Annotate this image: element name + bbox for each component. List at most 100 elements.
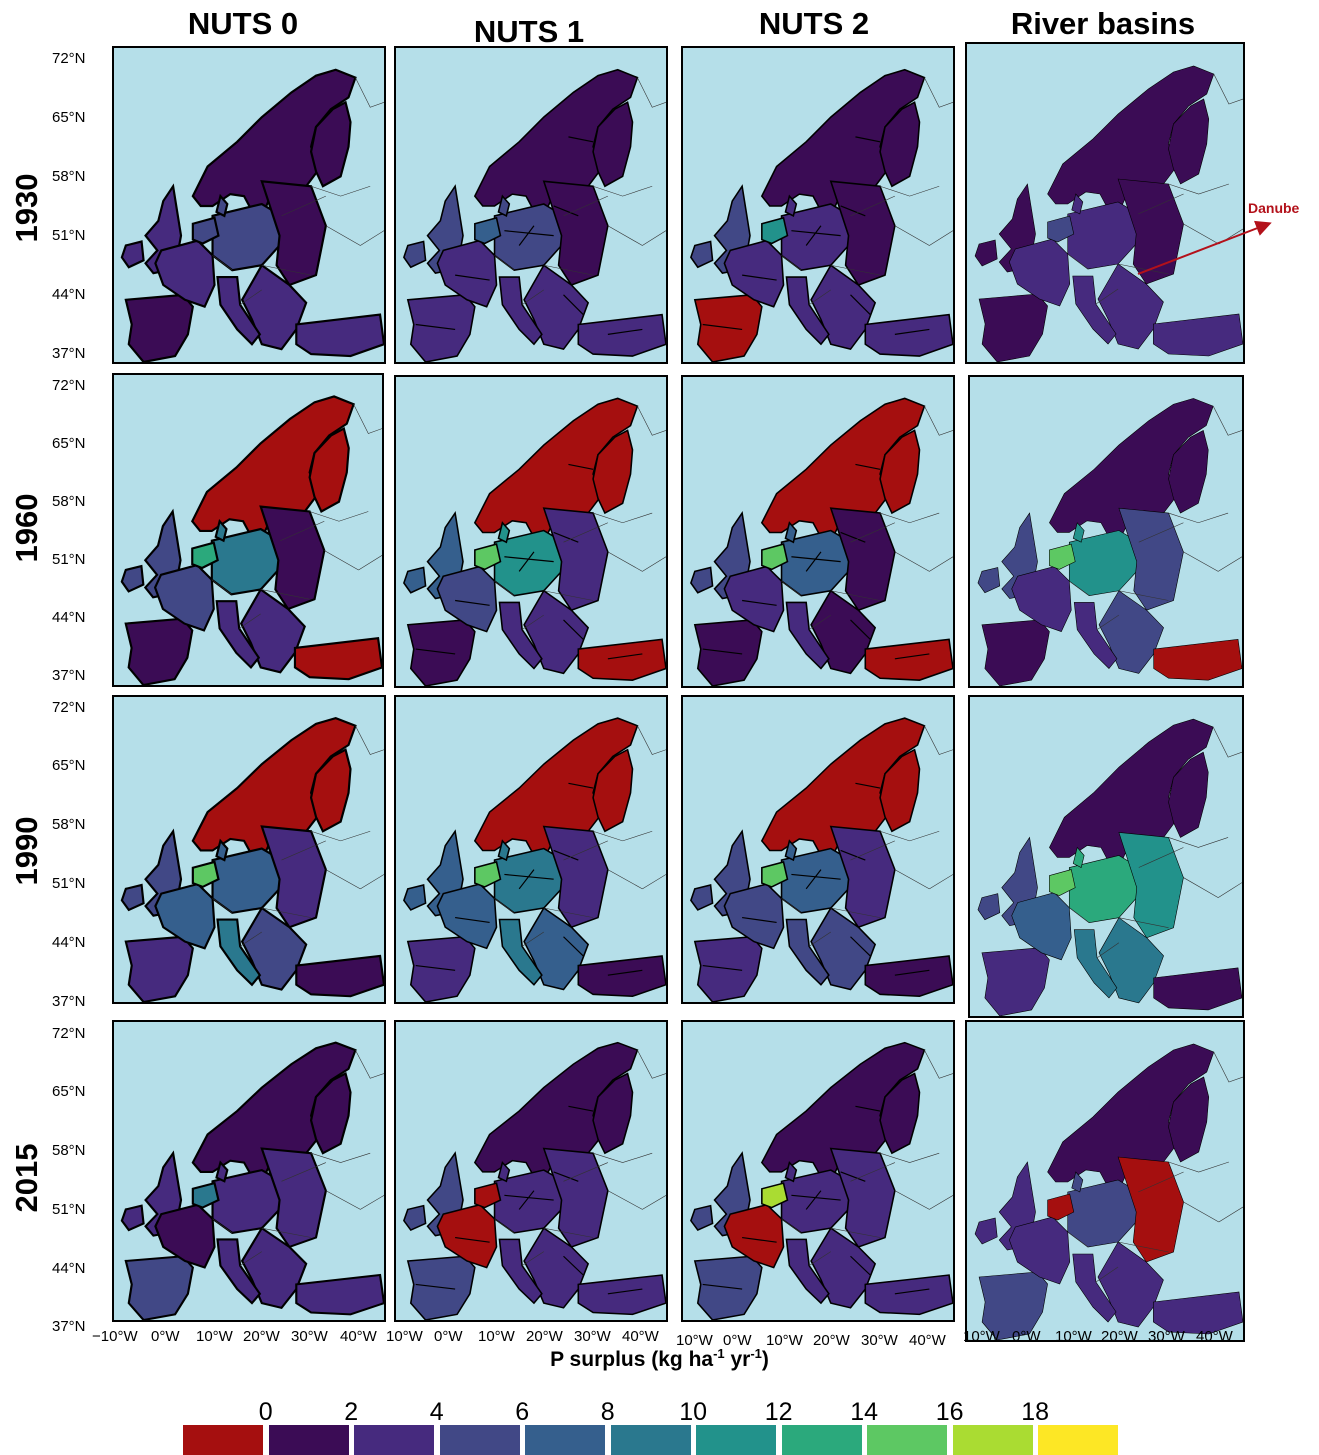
column-header-nuts2: NUTS 2 <box>758 6 870 41</box>
region-balkan <box>523 264 590 351</box>
region-east <box>542 507 609 612</box>
region-benelux <box>761 861 789 888</box>
legend-label: 2 <box>344 1398 359 1426</box>
region-iberia <box>124 935 194 1002</box>
lat-tick: 37°N <box>52 667 86 684</box>
region-ireland <box>120 240 145 269</box>
region-denmark <box>215 1160 229 1183</box>
subregion-borders <box>415 463 643 660</box>
legend-swatch <box>525 1425 605 1455</box>
region-balkan <box>810 264 877 351</box>
region-iberia <box>406 1255 476 1320</box>
outline-borders <box>494 77 666 305</box>
map-panel-nuts1-2015 <box>394 1020 668 1322</box>
region-iberia <box>406 294 476 362</box>
region-benelux <box>474 216 502 245</box>
region-scand <box>760 1041 926 1183</box>
legend-label: 14 <box>850 1398 879 1426</box>
region-east <box>259 505 326 611</box>
region-east <box>1118 832 1184 939</box>
region-france <box>723 565 785 633</box>
region-turkey <box>864 638 953 681</box>
lon-tick: 40°W <box>340 1328 377 1345</box>
region-east <box>829 1147 896 1248</box>
region-finland <box>1168 751 1209 838</box>
region-ireland <box>690 1204 714 1231</box>
region-denmark <box>1072 522 1085 543</box>
lon-tick: 10°W <box>766 1332 803 1349</box>
legend-label: 8 <box>600 1398 615 1426</box>
subregion-borders <box>702 136 930 335</box>
region-ireland <box>403 884 427 911</box>
region-benelux <box>761 1182 789 1209</box>
region-ireland <box>403 240 427 269</box>
region-finland <box>1168 98 1210 185</box>
region-finland <box>592 101 634 188</box>
region-france <box>723 239 785 308</box>
region-finland <box>309 100 352 188</box>
region-turkey <box>1153 967 1242 1011</box>
region-italy <box>498 1238 543 1305</box>
region-benelux <box>761 216 789 245</box>
region-finland <box>592 429 634 515</box>
region-italy <box>785 1238 830 1305</box>
region-italy <box>1073 929 1118 999</box>
lon-tick: 10°W <box>1055 1328 1092 1345</box>
region-benelux <box>474 861 502 888</box>
region-east <box>829 507 896 612</box>
region-ireland <box>974 239 998 267</box>
region-italy <box>1072 275 1117 345</box>
region-balkan <box>1097 1241 1164 1328</box>
lat-tick: 58°N <box>52 816 86 833</box>
lat-tick: 44°N <box>52 286 86 303</box>
outline-borders <box>211 404 382 629</box>
region-balkan <box>523 589 590 675</box>
region-balkan <box>810 906 877 991</box>
map-panel-nuts2-1930 <box>681 46 955 364</box>
region-scand <box>473 1041 639 1183</box>
region-denmark <box>1071 193 1084 215</box>
region-italy <box>785 918 830 986</box>
region-iberia <box>406 619 476 686</box>
map-panel-nuts0-2015 <box>112 1020 386 1322</box>
region-turkey <box>864 955 953 998</box>
lat-tick: 51°N <box>52 1201 86 1218</box>
region-balkan <box>523 1227 590 1309</box>
region-turkey <box>1153 639 1242 681</box>
region-benelux <box>191 216 220 245</box>
map-panel-nuts0-1990 <box>112 695 386 1004</box>
lat-tick: 65°N <box>52 435 86 452</box>
lat-tick: 65°N <box>52 109 86 126</box>
map-panel-river-basins-1960 <box>968 375 1244 688</box>
lat-tick: 44°N <box>52 934 86 951</box>
region-denmark <box>497 1160 511 1183</box>
legend-swatch <box>1038 1425 1118 1455</box>
region-finland <box>879 429 921 515</box>
region-scand <box>1049 718 1214 868</box>
subregion-borders <box>415 782 643 976</box>
region-ireland <box>690 884 714 911</box>
danube-annotation: Danube <box>1248 200 1300 216</box>
region-italy <box>1073 602 1118 669</box>
region-balkan <box>810 589 877 675</box>
region-france <box>1011 566 1072 632</box>
region-denmark <box>497 839 511 862</box>
region-denmark <box>784 194 798 218</box>
legend-swatch <box>268 1425 349 1455</box>
region-scand <box>1047 65 1215 215</box>
map-panel-river-basins-1930 <box>965 42 1245 364</box>
region-finland <box>879 748 921 833</box>
map-panel-river-basins-1990 <box>968 695 1244 1018</box>
lat-tick: 37°N <box>52 1318 86 1335</box>
region-italy <box>498 918 543 986</box>
lon-tick: 0°W <box>1012 1328 1041 1345</box>
region-ireland <box>690 566 714 594</box>
map-panel-nuts1-1990 <box>394 695 668 1004</box>
lon-tick: 20°W <box>813 1332 850 1349</box>
region-scand <box>473 717 639 862</box>
subregion-borders <box>702 782 930 976</box>
legend-swatch <box>696 1425 776 1455</box>
legend-label: 18 <box>1021 1398 1050 1426</box>
lon-tick: 30°W <box>1148 1328 1185 1345</box>
map-panel-nuts1-1960 <box>394 375 668 688</box>
